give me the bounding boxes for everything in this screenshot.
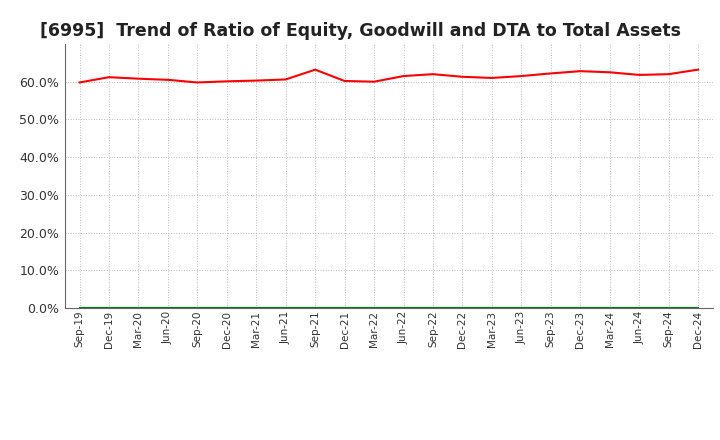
Equity <box>75 80 84 85</box>
Equity <box>517 73 526 79</box>
Equity <box>694 67 703 72</box>
Deferred Tax Assets <box>487 305 496 311</box>
Deferred Tax Assets <box>75 305 84 311</box>
Goodwill <box>576 305 585 311</box>
Goodwill <box>517 305 526 311</box>
Deferred Tax Assets <box>517 305 526 311</box>
Equity <box>163 77 172 82</box>
Goodwill <box>635 305 644 311</box>
Goodwill <box>222 305 231 311</box>
Equity <box>311 67 320 72</box>
Goodwill <box>428 305 437 311</box>
Deferred Tax Assets <box>694 305 703 311</box>
Equity <box>606 70 614 75</box>
Equity <box>487 75 496 81</box>
Goodwill <box>399 305 408 311</box>
Goodwill <box>606 305 614 311</box>
Equity <box>635 72 644 77</box>
Equity <box>222 79 231 84</box>
Deferred Tax Assets <box>134 305 143 311</box>
Goodwill <box>665 305 673 311</box>
Goodwill <box>487 305 496 311</box>
Goodwill <box>311 305 320 311</box>
Deferred Tax Assets <box>635 305 644 311</box>
Equity <box>458 74 467 80</box>
Goodwill <box>282 305 290 311</box>
Deferred Tax Assets <box>282 305 290 311</box>
Goodwill <box>370 305 379 311</box>
Goodwill <box>75 305 84 311</box>
Equity <box>134 76 143 81</box>
Equity <box>665 72 673 77</box>
Goodwill <box>458 305 467 311</box>
Deferred Tax Assets <box>458 305 467 311</box>
Deferred Tax Assets <box>193 305 202 311</box>
Line: Equity: Equity <box>79 70 698 82</box>
Equity <box>341 78 349 84</box>
Goodwill <box>546 305 555 311</box>
Goodwill <box>252 305 261 311</box>
Deferred Tax Assets <box>606 305 614 311</box>
Equity <box>252 78 261 83</box>
Equity <box>104 74 113 80</box>
Equity <box>428 72 437 77</box>
Deferred Tax Assets <box>665 305 673 311</box>
Goodwill <box>694 305 703 311</box>
Deferred Tax Assets <box>341 305 349 311</box>
Equity <box>370 79 379 84</box>
Deferred Tax Assets <box>546 305 555 311</box>
Goodwill <box>134 305 143 311</box>
Deferred Tax Assets <box>576 305 585 311</box>
Equity <box>399 73 408 79</box>
Deferred Tax Assets <box>399 305 408 311</box>
Equity <box>282 77 290 82</box>
Equity <box>546 71 555 76</box>
Deferred Tax Assets <box>370 305 379 311</box>
Text: [6995]  Trend of Ratio of Equity, Goodwill and DTA to Total Assets: [6995] Trend of Ratio of Equity, Goodwil… <box>40 22 680 40</box>
Deferred Tax Assets <box>428 305 437 311</box>
Goodwill <box>163 305 172 311</box>
Deferred Tax Assets <box>163 305 172 311</box>
Deferred Tax Assets <box>252 305 261 311</box>
Equity <box>576 69 585 74</box>
Deferred Tax Assets <box>311 305 320 311</box>
Deferred Tax Assets <box>222 305 231 311</box>
Goodwill <box>193 305 202 311</box>
Goodwill <box>341 305 349 311</box>
Goodwill <box>104 305 113 311</box>
Deferred Tax Assets <box>104 305 113 311</box>
Equity <box>193 80 202 85</box>
